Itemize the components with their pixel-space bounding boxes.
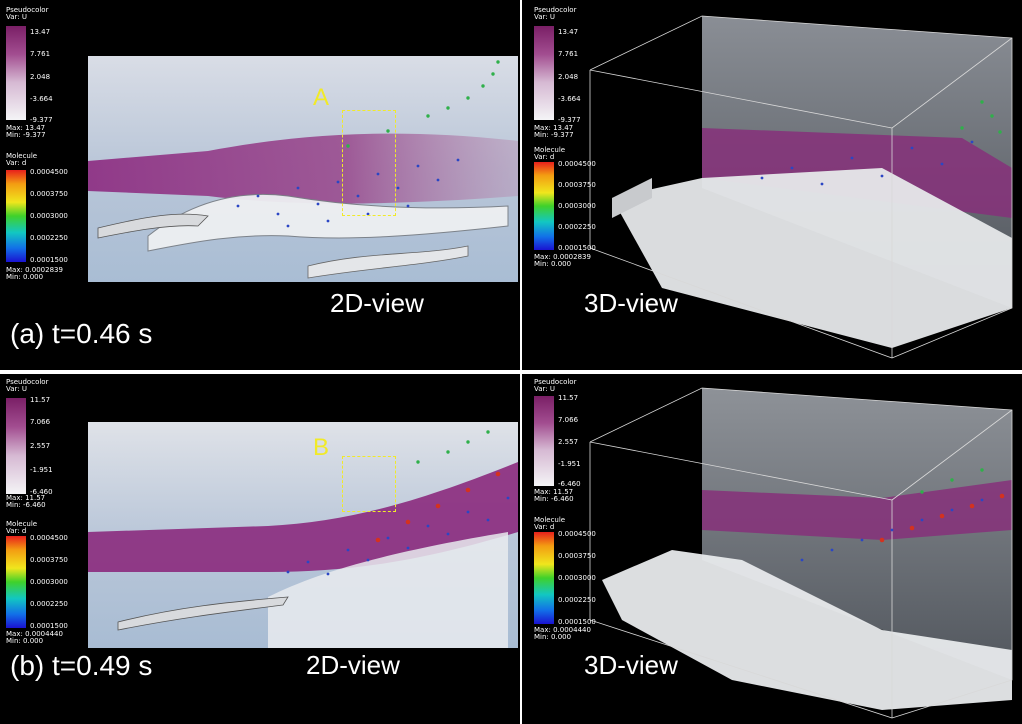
u-tick-0: 13.47 xyxy=(30,28,51,36)
mol-tick-4: 0.0001500 xyxy=(30,256,68,264)
u-tick-0: 11.57 xyxy=(558,394,579,402)
legend-pseudocolor-title: Pseudocolor xyxy=(6,378,49,386)
mol-tick-1: 0.0003750 xyxy=(558,181,596,189)
mol-tick-0: 0.0004500 xyxy=(558,530,596,538)
view-label-2d: 2D-view xyxy=(330,288,424,318)
u-tick-1: 7.066 xyxy=(30,418,51,426)
panel-bottom-2d-view: B Pseudocolor Var: U 11.57 7.066 2.557 -… xyxy=(0,374,520,724)
legend-molecule-colorbar xyxy=(534,162,554,250)
panel-bottom-3d-view: Pseudocolor Var: U 11.57 7.066 2.557 -1.… xyxy=(522,374,1022,724)
mol-tick-1: 0.0003750 xyxy=(30,556,68,564)
legend-molecule-title: Molecule xyxy=(534,516,566,524)
legend-mol-max: Max: 0.0002839 xyxy=(6,266,63,274)
legend-u-colorbar xyxy=(534,26,554,120)
region-label-b: B xyxy=(313,434,330,461)
mol-tick-3: 0.0002250 xyxy=(558,596,596,604)
legend-u-max: Max: 11.57 xyxy=(534,488,574,496)
legend-u-min: Min: -6.460 xyxy=(6,501,46,509)
legend-pseudocolor-var: Var: U xyxy=(534,385,555,393)
panel-top-3d-view: Pseudocolor Var: U 13.47 7.761 2.048 -3.… xyxy=(522,0,1022,370)
u-tick-1: 7.761 xyxy=(558,50,579,58)
legend-mol-max: Max: 0.0002839 xyxy=(534,253,591,261)
legend-mol-min: Min: 0.000 xyxy=(6,637,44,645)
mol-tick-2: 0.0003000 xyxy=(30,212,68,220)
legend-pseudocolor-title: Pseudocolor xyxy=(534,6,577,14)
u-tick-4: -9.377 xyxy=(558,116,581,124)
u-tick-1: 7.066 xyxy=(558,416,579,424)
u-tick-3: -3.664 xyxy=(558,95,581,103)
legend-pseudocolor-var: Var: U xyxy=(534,13,555,21)
legend-molecule-colorbar xyxy=(534,532,554,624)
legend-molecule-colorbar xyxy=(6,170,26,262)
u-tick-0: 13.47 xyxy=(558,28,579,36)
mol-tick-0: 0.0004500 xyxy=(558,160,596,168)
u-tick-1: 7.761 xyxy=(30,50,51,58)
mol-tick-4: 0.0001500 xyxy=(30,622,68,630)
legend-molecule-colorbar xyxy=(6,536,26,628)
flow-field-2d xyxy=(88,422,518,648)
legend-u-min: Min: -9.377 xyxy=(6,131,46,139)
mol-tick-2: 0.0003000 xyxy=(558,202,596,210)
u-tick-2: 2.048 xyxy=(558,73,579,81)
legend-mol-min: Min: 0.000 xyxy=(534,633,572,641)
mol-tick-1: 0.0003750 xyxy=(558,552,596,560)
mol-tick-3: 0.0002250 xyxy=(558,223,596,231)
legend-molecule-title: Molecule xyxy=(6,520,38,528)
legend-u-min: Min: -9.377 xyxy=(534,131,574,139)
legend-u-colorbar xyxy=(6,26,26,120)
legend-u-max: Max: 13.47 xyxy=(6,124,46,132)
u-tick-2: 2.557 xyxy=(558,438,579,446)
legend-u-min: Min: -6.460 xyxy=(534,495,574,503)
legend-mol-max: Max: 0.0004440 xyxy=(6,630,63,638)
mol-tick-0: 0.0004500 xyxy=(30,168,68,176)
mol-tick-4: 0.0001500 xyxy=(558,244,596,252)
legend-pseudocolor-title: Pseudocolor xyxy=(534,378,577,386)
mol-tick-1: 0.0003750 xyxy=(30,190,68,198)
caption-a: (a) t=0.46 s xyxy=(10,318,153,349)
u-tick-0: 11.57 xyxy=(30,396,51,404)
legend-u-max: Max: 13.47 xyxy=(534,124,574,132)
legend-molecule-title: Molecule xyxy=(6,152,38,160)
mol-tick-3: 0.0002250 xyxy=(30,234,68,242)
mol-tick-0: 0.0004500 xyxy=(30,534,68,542)
u-tick-4: -6.460 xyxy=(30,488,53,496)
legend-u-colorbar xyxy=(534,396,554,486)
legend-pseudocolor-var: Var: U xyxy=(6,13,27,21)
mol-tick-4: 0.0001500 xyxy=(558,618,596,626)
flow-field-2d xyxy=(88,56,518,282)
view-label-3d: 3D-view xyxy=(584,288,678,318)
legend-mol-max: Max: 0.0004440 xyxy=(534,626,591,634)
legend-mol-min: Min: 0.000 xyxy=(534,260,572,268)
flow-field-3d xyxy=(589,15,1013,359)
legend-molecule-var: Var: d xyxy=(6,527,27,535)
mol-tick-2: 0.0003000 xyxy=(558,574,596,582)
u-tick-2: 2.557 xyxy=(30,442,51,450)
legend-u-max: Max: 11.57 xyxy=(6,494,46,502)
u-tick-4: -9.377 xyxy=(30,116,53,124)
panel-top-2d-view: A Pseudocolor Var: U 13.47 7.761 2.048 -… xyxy=(0,0,520,370)
legend-molecule-var: Var: d xyxy=(534,153,555,161)
highlight-box-b xyxy=(342,456,396,512)
mol-tick-2: 0.0003000 xyxy=(30,578,68,586)
legend-pseudocolor-title: Pseudocolor xyxy=(6,6,49,14)
u-tick-2: 2.048 xyxy=(30,73,51,81)
legend-u-colorbar xyxy=(6,398,26,494)
caption-b: (b) t=0.49 s xyxy=(10,650,153,681)
flow-field-3d xyxy=(589,387,1013,719)
highlight-box-a xyxy=(342,110,396,216)
u-tick-4: -6.460 xyxy=(558,480,581,488)
legend-molecule-var: Var: d xyxy=(6,159,27,167)
u-tick-3: -1.951 xyxy=(30,466,53,474)
legend-mol-min: Min: 0.000 xyxy=(6,273,44,281)
u-tick-3: -3.664 xyxy=(30,95,53,103)
mol-tick-3: 0.0002250 xyxy=(30,600,68,608)
legend-molecule-var: Var: d xyxy=(534,523,555,531)
legend-pseudocolor-var: Var: U xyxy=(6,385,27,393)
region-label-a: A xyxy=(313,84,330,111)
legend-molecule-title: Molecule xyxy=(534,146,566,154)
view-label-3d: 3D-view xyxy=(584,650,678,680)
view-label-2d: 2D-view xyxy=(306,650,400,680)
u-tick-3: -1.951 xyxy=(558,460,581,468)
